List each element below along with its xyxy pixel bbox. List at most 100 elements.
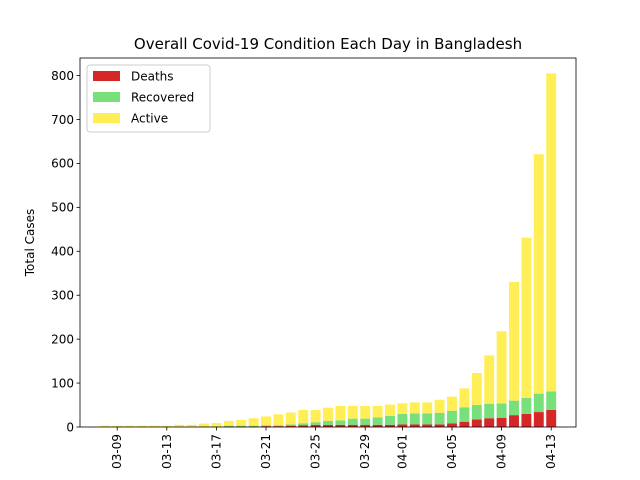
bar-deaths-2020-03-27 [335,424,346,427]
bar-deaths-2020-04-11 [521,413,532,427]
bar-recovered-2020-04-05 [447,410,457,424]
bar-deaths-2020-04-05 [447,423,457,427]
bar-recovered-2020-04-13 [546,391,557,410]
legend-swatch-active [93,113,120,123]
bar-recovered-2020-04-08 [484,403,495,419]
bar-recovered-2020-03-25 [310,422,321,425]
bar-deaths-2020-04-02 [409,424,420,427]
bar-active-2020-04-03 [422,402,433,414]
bar-active-2020-03-17 [211,423,222,427]
bar-recovered-2020-03-24 [298,423,309,426]
y-tick-label: 600 [51,157,74,171]
bar-active-2020-03-22 [273,414,284,426]
bar-deaths-2020-03-31 [385,424,395,427]
bar-deaths-2020-04-07 [471,419,482,427]
y-tick-label: 500 [51,201,74,215]
bar-deaths-2020-04-12 [533,412,544,427]
bar-recovered-2020-03-31 [385,416,395,425]
legend-label-deaths: Deaths [131,70,174,84]
x-tick-label: 03-25 [309,434,323,469]
bar-active-2020-03-12 [149,425,160,427]
bar-active-2020-03-10 [124,425,135,427]
bar-deaths-2020-03-24 [298,425,309,427]
bar-recovered-2020-04-12 [533,393,544,413]
legend-swatch-recovered [93,92,120,102]
bar-active-2020-04-09 [496,331,507,404]
y-tick-label: 800 [51,69,74,83]
bar-recovered-2020-03-26 [323,420,333,425]
bar-recovered-2020-04-11 [521,398,532,414]
bar-recovered-2020-03-21 [261,425,271,427]
bar-deaths-2020-04-01 [397,424,408,427]
bar-active-2020-04-05 [447,396,457,411]
bar-active-2020-04-06 [459,388,470,408]
bar-active-2020-03-08 [99,425,110,427]
chart-title: Overall Covid-19 Condition Each Day in B… [134,35,522,53]
bar-recovered-2020-04-04 [434,412,445,425]
bar-active-2020-04-04 [434,399,445,413]
bar-deaths-2020-04-04 [434,424,445,427]
y-tick-label: 100 [51,376,74,390]
bar-deaths-2020-03-29 [360,424,371,427]
bar-active-2020-04-11 [521,237,532,399]
plot-area [99,73,557,427]
bar-active-2020-03-26 [323,407,333,421]
legend: Deaths Recovered Active [86,64,211,133]
bar-deaths-2020-03-26 [323,424,333,427]
y-axis-label: Total Cases [23,209,37,277]
bar-recovered-2020-03-30 [372,417,383,425]
y-tick-label: 0 [66,420,74,434]
bar-recovered-2020-04-09 [496,403,507,418]
bar-deaths-2020-03-21 [261,426,271,427]
bar-active-2020-03-19 [236,419,247,426]
x-tick-label: 04-13 [544,434,558,469]
bar-active-2020-03-20 [248,418,259,426]
bar-active-2020-04-07 [471,372,482,406]
legend-label-recovered: Recovered [131,91,194,105]
bar-recovered-2020-03-22 [273,425,284,427]
bar-recovered-2020-04-02 [409,413,420,425]
bar-recovered-2020-03-18 [223,425,234,427]
bar-active-2020-04-12 [533,154,544,394]
bar-deaths-2020-04-06 [459,421,470,427]
y-tick-label: 200 [51,332,74,346]
bar-active-2020-03-30 [372,405,383,418]
y-tick-label: 300 [51,289,74,303]
bar-recovered-2020-03-28 [347,418,358,425]
bar-deaths-2020-03-28 [347,424,358,427]
bar-active-2020-04-10 [509,282,519,401]
bar-active-2020-03-16 [199,423,209,427]
bar-recovered-2020-04-03 [422,413,433,425]
y-axis: 0 100 200 300 400 500 600 700 800 [51,69,80,434]
bar-active-2020-04-02 [409,402,420,414]
plot-frame [79,57,577,428]
bar-deaths-2020-04-08 [484,418,495,427]
bar-recovered-2020-04-10 [509,400,519,416]
x-tick-label: 03-21 [259,434,273,469]
bar-recovered-2020-03-19 [236,425,247,427]
bar-active-2020-03-23 [285,412,296,425]
bar-deaths-2020-04-13 [546,409,557,427]
x-tick-label: 04-01 [395,434,409,469]
bar-deaths-2020-03-25 [310,424,321,427]
bar-active-2020-03-24 [298,409,309,424]
x-tick-label: 04-05 [445,434,459,469]
bar-active-2020-03-29 [360,405,371,419]
x-tick-label: 03-29 [358,434,372,469]
legend-swatch-deaths [93,71,120,81]
bar-recovered-2020-03-20 [248,425,259,427]
bar-active-2020-04-01 [397,403,408,414]
x-tick-label: 03-09 [110,434,124,469]
x-axis: 03-09 03-13 03-17 03-21 03-25 03-29 04-01 04-05… [110,427,558,469]
bar-active-2020-04-08 [484,355,495,404]
bar-recovered-2020-04-06 [459,407,470,422]
bar-active-2020-03-21 [261,416,271,426]
bar-recovered-2020-03-29 [360,418,371,425]
x-tick-label: 03-13 [160,434,174,469]
bar-active-2020-03-14 [174,424,185,427]
bar-recovered-2020-03-23 [285,424,296,426]
bar-deaths-2020-04-09 [496,417,507,427]
bar-active-2020-04-13 [546,73,557,392]
bar-active-2020-03-09 [112,425,123,427]
